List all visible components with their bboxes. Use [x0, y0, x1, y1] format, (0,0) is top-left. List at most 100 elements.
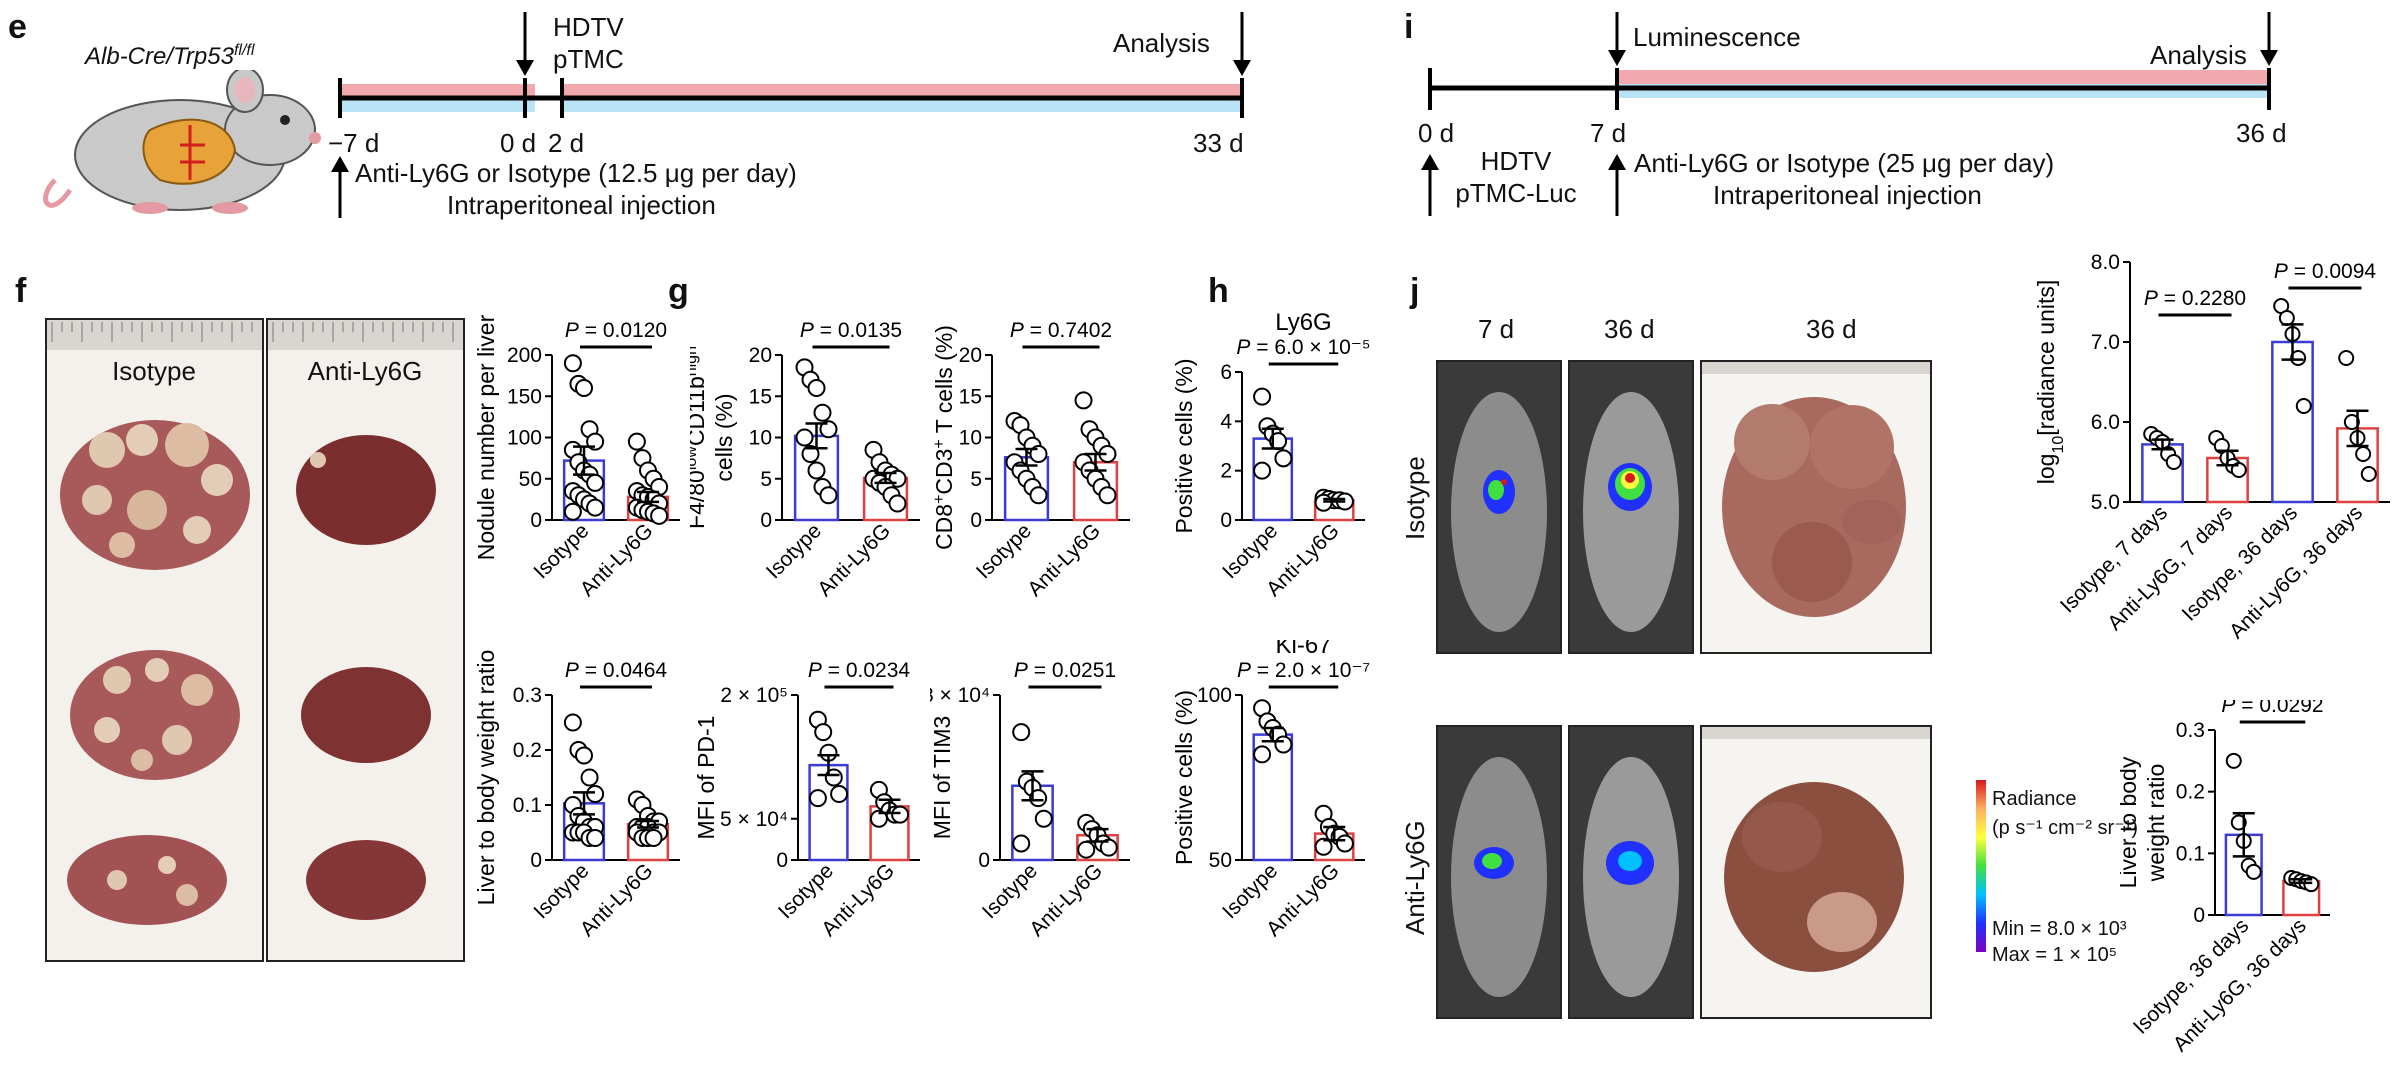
- data-point: [1029, 486, 1048, 505]
- data-point: [563, 502, 582, 521]
- p-value-label: P = 0.0135: [800, 319, 902, 342]
- data-point: [575, 746, 593, 765]
- y-tick-label: 0: [530, 509, 542, 532]
- data-point: [2355, 446, 2372, 462]
- j-col-label-7d: 7 d: [1478, 314, 1515, 344]
- y-tick-label: 5: [970, 468, 982, 491]
- y-axis-label-line2: cells (%): [711, 393, 737, 481]
- data-point: [808, 789, 827, 808]
- i-event-ptmc-luc: pTMC-Luc: [1455, 178, 1577, 208]
- y-tick-label: 0.1: [2176, 842, 2205, 865]
- data-point: [819, 486, 838, 505]
- data-point: [563, 354, 582, 373]
- y-tick-label: 8 × 10⁴: [930, 684, 990, 707]
- y-tick-label: 50: [1209, 849, 1232, 872]
- panel-letter-e: e: [8, 8, 27, 46]
- panel-letter-f: f: [15, 272, 27, 310]
- photo-label-anti-ly6g: Anti-Ly6G: [307, 356, 423, 386]
- mouse-genotype-label: Alb-Cre/Trp53fl/fl: [85, 42, 255, 70]
- p-value-label: P = 2.0 × 10⁻⁷: [1237, 659, 1370, 682]
- y-axis-label: Liver to body: [2120, 756, 2141, 888]
- e-event-ptmc: pTMC: [553, 44, 624, 74]
- data-point: [627, 432, 646, 451]
- colorbar-title: Radiance: [1992, 788, 2077, 810]
- y-tick-label: 10: [959, 427, 982, 450]
- data-point: [563, 713, 582, 732]
- colorbar-min: Min = 8.0 × 10³: [1992, 918, 2127, 940]
- category-label: Isotype, 7 days: [2056, 501, 2172, 617]
- i-tick-0: 0 d: [1418, 118, 1455, 148]
- p-value-label: P = 0.0292: [2221, 700, 2323, 717]
- data-point: [795, 428, 814, 447]
- p-value-label: P = 0.0120: [565, 319, 667, 342]
- y-tick-label: 0: [776, 849, 788, 872]
- i-tick-36: 36 d: [2236, 118, 2287, 148]
- p-value-label: P = 6.0 × 10⁻⁵: [1236, 336, 1370, 359]
- y-tick-label: 5: [760, 468, 772, 491]
- data-point: [2295, 398, 2312, 414]
- data-point: [814, 723, 833, 742]
- colorbar-unit: (p s⁻¹ cm⁻² sr⁻¹): [1992, 817, 2139, 839]
- y-axis-label-line2: weight ratio: [2143, 764, 2169, 883]
- y-tick-label: 0: [760, 509, 772, 532]
- y-axis-label: Nodule number per liver: [473, 314, 499, 560]
- liver-photo-isotype: Isotype: [45, 318, 264, 962]
- y-tick-label: 6.0: [2091, 411, 2120, 434]
- category-label: Anti-Ly6G: [813, 519, 895, 601]
- data-point: [575, 379, 593, 397]
- data-point: [1253, 461, 1272, 480]
- e-route: Intraperitoneal injection: [447, 190, 716, 220]
- y-tick-label: 150: [507, 385, 542, 408]
- p-value-label: P = 0.0251: [1014, 659, 1116, 682]
- data-point: [2245, 863, 2262, 880]
- y-tick-label: 15: [959, 385, 982, 408]
- panel-letter-g: g: [668, 272, 689, 310]
- data-point: [2165, 454, 2182, 470]
- photo-label-isotype: Isotype: [112, 356, 196, 386]
- i-route: Intraperitoneal injection: [1713, 180, 1982, 210]
- timeline-i: [1421, 12, 2278, 216]
- data-point: [1253, 387, 1272, 406]
- data-point: [2343, 414, 2360, 430]
- y-tick-label: 10: [749, 427, 772, 450]
- data-point: [1077, 840, 1096, 859]
- y-axis-label: log10[radiance units]: [2033, 280, 2067, 484]
- e-tick-33: 33 d: [1193, 128, 1244, 158]
- y-axis-label: Positive cells (%): [1171, 358, 1197, 533]
- panel-letter-j: j: [1410, 272, 1420, 310]
- data-point: [586, 498, 605, 517]
- mouse-illustration: [43, 70, 321, 214]
- panel-letter-i: i: [1404, 8, 1414, 46]
- y-tick-label: 200: [507, 344, 542, 367]
- chart-title: Ki-67: [1275, 640, 1331, 659]
- y-tick-label: 7.0: [2091, 331, 2120, 354]
- y-tick-label: 20: [749, 344, 772, 367]
- p-value-label: P = 0.0094: [2274, 260, 2376, 283]
- data-point: [580, 768, 599, 787]
- data-point: [2278, 310, 2295, 326]
- data-point: [1253, 745, 1272, 764]
- y-tick-label: 100: [507, 427, 542, 450]
- panel-letter-h: h: [1208, 272, 1229, 310]
- y-tick-label: 0: [970, 509, 982, 532]
- p-value-label: P = 0.0464: [565, 659, 667, 682]
- e-tick-minus7: −7 d: [328, 128, 380, 158]
- data-point: [1012, 834, 1031, 853]
- j-row-label-anti-ly6g: Anti-Ly6G: [1400, 820, 1430, 935]
- data-point: [2290, 350, 2307, 366]
- liver-photo-anti-ly6g-36d: [1700, 725, 1932, 1019]
- e-tick-0: 0 d: [500, 128, 537, 158]
- y-tick-label: 0.2: [513, 739, 542, 762]
- data-point: [830, 785, 849, 803]
- data-point: [2230, 814, 2247, 831]
- y-tick-label: 0.2: [2176, 781, 2205, 804]
- y-tick-label: 8.0: [2091, 251, 2120, 274]
- data-point: [1314, 837, 1333, 856]
- data-point: [2360, 466, 2377, 482]
- e-event-hdtv: HDTV: [553, 12, 624, 42]
